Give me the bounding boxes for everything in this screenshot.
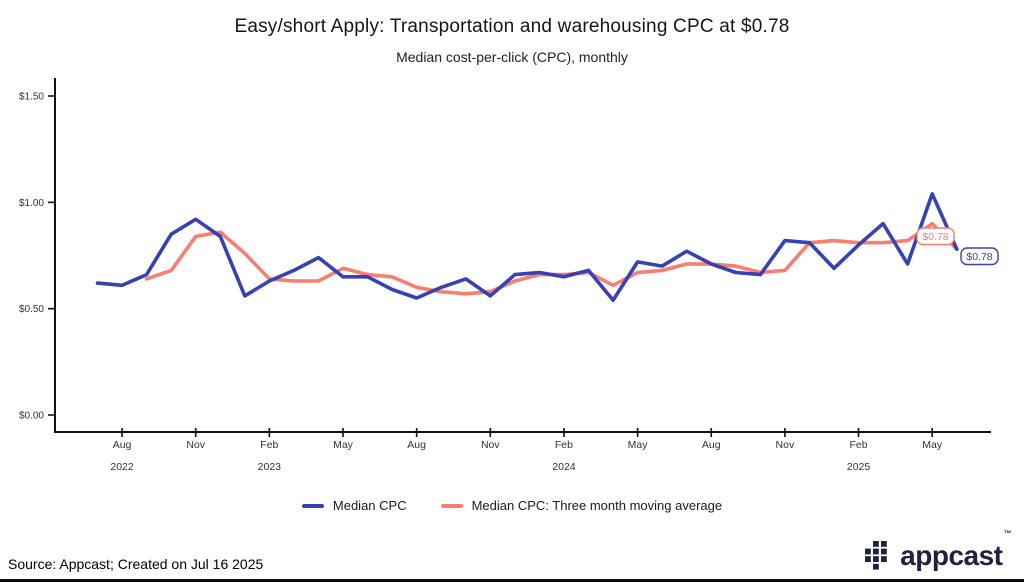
- legend-swatch-moving-average: [440, 503, 463, 508]
- legend-item-moving-average: Median CPC: Three month moving average: [440, 498, 723, 513]
- year-label: 2023: [258, 461, 282, 473]
- appcast-logo-mark-icon: [865, 541, 887, 570]
- appcast-logo-text: appcast: [900, 540, 1003, 571]
- chart-legend: Median CPC Median CPC: Three month movin…: [0, 498, 1024, 513]
- svg-text:$0.78: $0.78: [922, 231, 948, 243]
- svg-text:$0.78: $0.78: [966, 251, 992, 263]
- year-label: 2024: [552, 461, 576, 473]
- logo-mark-square: [873, 548, 879, 555]
- y-tick-label: $1.00: [19, 198, 44, 209]
- logo-mark-square: [873, 556, 879, 562]
- logo-mark-square: [881, 556, 887, 562]
- x-tick-label: May: [333, 439, 354, 451]
- year-label: 2025: [847, 461, 871, 473]
- y-tick-label: $0.50: [19, 304, 44, 315]
- year-label: 2022: [110, 461, 134, 473]
- bottom-edge-bar: [0, 579, 1024, 582]
- logo-mark-square: [881, 548, 887, 555]
- legend-label-median-cpc: Median CPC: [332, 498, 407, 513]
- logo-mark-square: [873, 541, 879, 547]
- median-cpc-end-label: $0.78: [960, 247, 999, 266]
- x-tick-label: Aug: [113, 439, 132, 451]
- legend-label-moving-average: Median CPC: Three month moving average: [471, 498, 723, 513]
- x-tick-label: Feb: [850, 439, 868, 451]
- x-tick-label: Nov: [186, 439, 205, 451]
- chart-subtitle: Median cost-per-click (CPC), monthly: [396, 49, 628, 65]
- x-tick-label: Aug: [702, 439, 721, 451]
- median-cpc-line: [95, 192, 959, 303]
- x-tick-label: Aug: [407, 439, 426, 451]
- x-tick-label: Feb: [260, 439, 278, 451]
- source-note: Source: Appcast; Created on Jul 16 2025: [8, 556, 264, 572]
- x-tick-label: May: [628, 439, 649, 451]
- logo-mark-square: [873, 563, 879, 570]
- appcast-logo: appcast™: [865, 530, 1011, 571]
- x-tick-label: Feb: [555, 439, 573, 451]
- x-tick-label: Nov: [481, 439, 500, 451]
- moving-average-end-label: $0.78: [916, 227, 955, 246]
- logo-mark-square: [865, 548, 871, 555]
- y-tick-label: $1.50: [19, 91, 44, 102]
- chart-title: Easy/short Apply: Transportation and war…: [234, 16, 790, 37]
- legend-item-median-cpc: Median CPC: [301, 498, 407, 513]
- x-tick-label: Nov: [776, 439, 795, 451]
- appcast-logo-wordmark: appcast™: [900, 530, 1011, 571]
- y-tick-label: $0.00: [19, 411, 44, 422]
- trademark-symbol: ™: [1003, 529, 1012, 538]
- legend-swatch-median-cpc: [301, 503, 324, 508]
- logo-mark-square: [865, 556, 871, 562]
- x-tick-label: May: [922, 439, 943, 451]
- logo-mark-square: [881, 541, 887, 547]
